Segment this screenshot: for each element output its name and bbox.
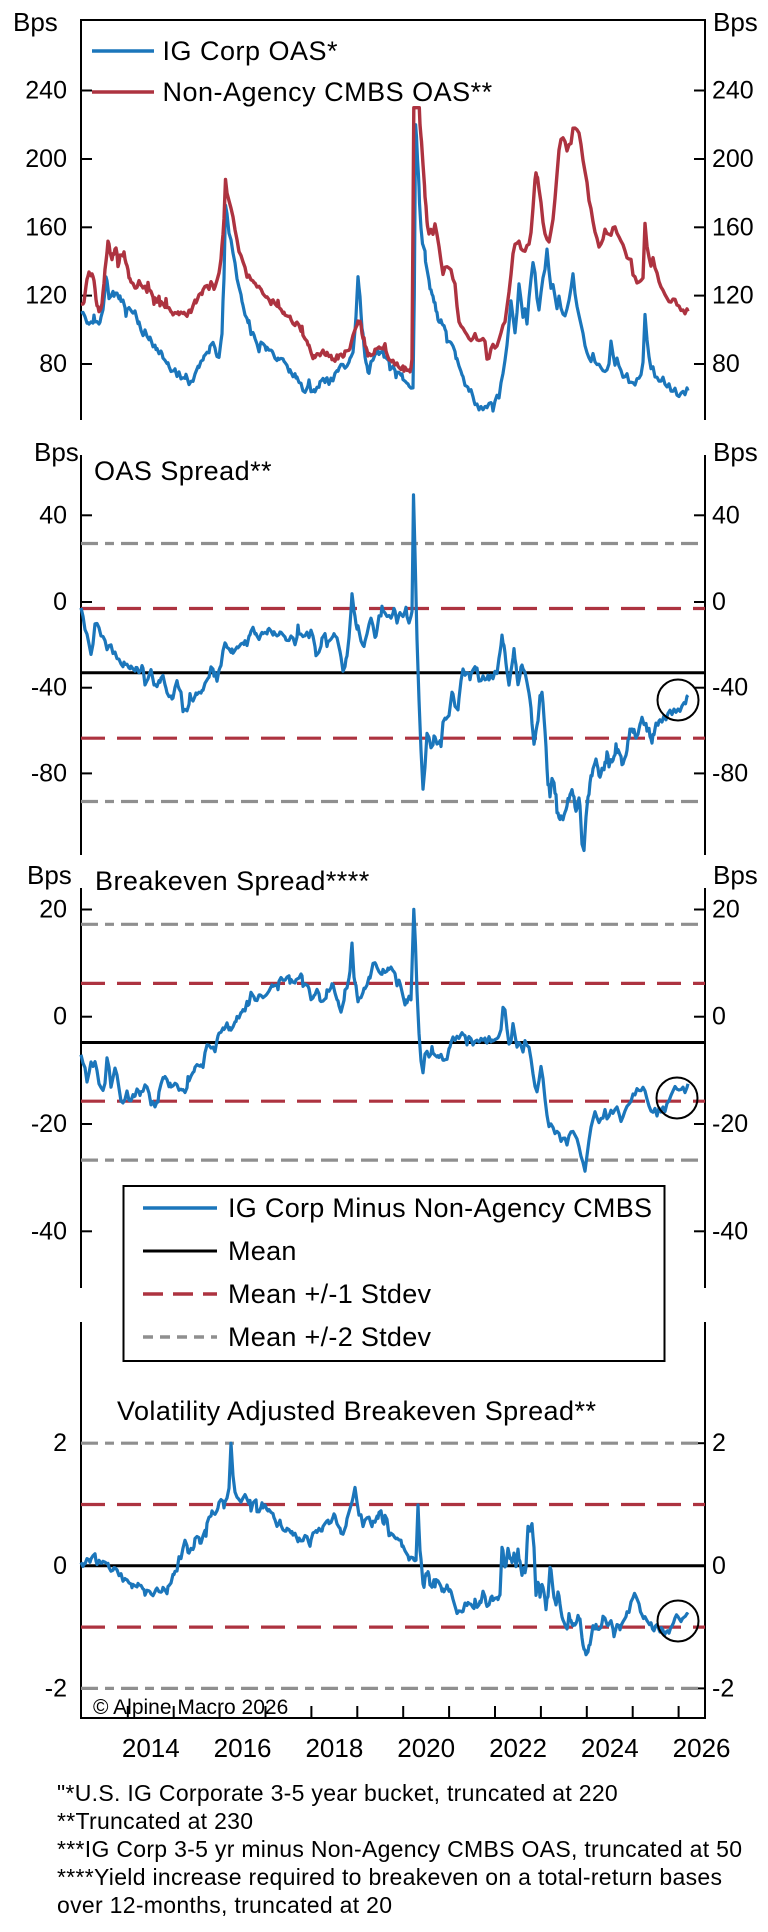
svg-text:20: 20 xyxy=(39,896,67,924)
svg-text:160: 160 xyxy=(712,213,754,241)
svg-text:-40: -40 xyxy=(712,1217,748,1245)
svg-text:0: 0 xyxy=(53,1003,67,1031)
svg-text:80: 80 xyxy=(712,350,740,378)
svg-text:0: 0 xyxy=(53,1552,67,1580)
svg-text:-80: -80 xyxy=(31,759,67,787)
svg-text:-2: -2 xyxy=(45,1674,67,1702)
svg-text:20: 20 xyxy=(712,896,740,924)
svg-text:****Yield increase required to: ****Yield increase required to breakeven… xyxy=(57,1864,722,1890)
svg-text:240: 240 xyxy=(25,77,67,105)
svg-text:***IG Corp 3-5 yr minus Non-Ag: ***IG Corp 3-5 yr minus Non-Agency CMBS … xyxy=(57,1836,742,1862)
svg-text:-80: -80 xyxy=(712,759,748,787)
svg-text:IG Corp Minus Non-Agency CMBS: IG Corp Minus Non-Agency CMBS xyxy=(228,1193,652,1223)
svg-text:© Alpine Macro 2026: © Alpine Macro 2026 xyxy=(93,1696,288,1719)
svg-text:200: 200 xyxy=(712,145,754,173)
svg-text:200: 200 xyxy=(25,145,67,173)
svg-text:120: 120 xyxy=(25,282,67,310)
svg-text:2020: 2020 xyxy=(397,1733,455,1763)
svg-text:2022: 2022 xyxy=(489,1733,547,1763)
svg-text:Mean +/-1 Stdev: Mean +/-1 Stdev xyxy=(228,1279,432,1309)
svg-text:over 12-months, truncated at 2: over 12-months, truncated at 20 xyxy=(57,1892,392,1918)
svg-text:0: 0 xyxy=(712,1552,726,1580)
svg-text:Bps: Bps xyxy=(13,7,58,37)
svg-text:2: 2 xyxy=(53,1429,67,1457)
svg-text:Mean: Mean xyxy=(228,1236,297,1266)
svg-text:-40: -40 xyxy=(712,674,748,702)
svg-text:0: 0 xyxy=(712,1003,726,1031)
svg-text:120: 120 xyxy=(712,282,754,310)
svg-text:-40: -40 xyxy=(31,674,67,702)
svg-text:Bps: Bps xyxy=(34,437,79,467)
svg-text:80: 80 xyxy=(39,350,67,378)
svg-text:240: 240 xyxy=(712,77,754,105)
svg-text:Breakeven Spread****: Breakeven Spread**** xyxy=(95,866,370,896)
svg-text:Volatility Adjusted Breakeven: Volatility Adjusted Breakeven Spread** xyxy=(117,1396,596,1426)
svg-text:Non-Agency CMBS OAS**: Non-Agency CMBS OAS** xyxy=(163,77,493,107)
svg-text:40: 40 xyxy=(712,501,740,529)
svg-text:160: 160 xyxy=(25,213,67,241)
svg-text:-20: -20 xyxy=(712,1110,748,1138)
svg-text:Bps: Bps xyxy=(713,7,758,37)
svg-text:Bps: Bps xyxy=(27,860,72,890)
svg-text:2018: 2018 xyxy=(305,1733,363,1763)
svg-text:-20: -20 xyxy=(31,1110,67,1138)
svg-text:2: 2 xyxy=(712,1429,726,1457)
svg-text:2026: 2026 xyxy=(673,1733,731,1763)
svg-text:0: 0 xyxy=(712,588,726,616)
svg-text:IG Corp OAS*: IG Corp OAS* xyxy=(163,36,339,66)
svg-text:**Truncated at 230: **Truncated at 230 xyxy=(57,1808,253,1834)
svg-text:0: 0 xyxy=(53,588,67,616)
svg-text:-2: -2 xyxy=(712,1674,734,1702)
svg-text:-40: -40 xyxy=(31,1217,67,1245)
svg-text:Mean +/-2 Stdev: Mean +/-2 Stdev xyxy=(228,1322,432,1352)
svg-text:2014: 2014 xyxy=(122,1733,180,1763)
svg-text:2024: 2024 xyxy=(581,1733,639,1763)
svg-text:2016: 2016 xyxy=(214,1733,272,1763)
svg-text:OAS Spread**: OAS Spread** xyxy=(94,456,272,486)
svg-text:40: 40 xyxy=(39,501,67,529)
svg-text:"*U.S. IG Corporate 3-5 year b: "*U.S. IG Corporate 3-5 year bucket, tru… xyxy=(57,1780,618,1806)
svg-text:Bps: Bps xyxy=(713,860,758,890)
svg-text:Bps: Bps xyxy=(713,437,758,467)
